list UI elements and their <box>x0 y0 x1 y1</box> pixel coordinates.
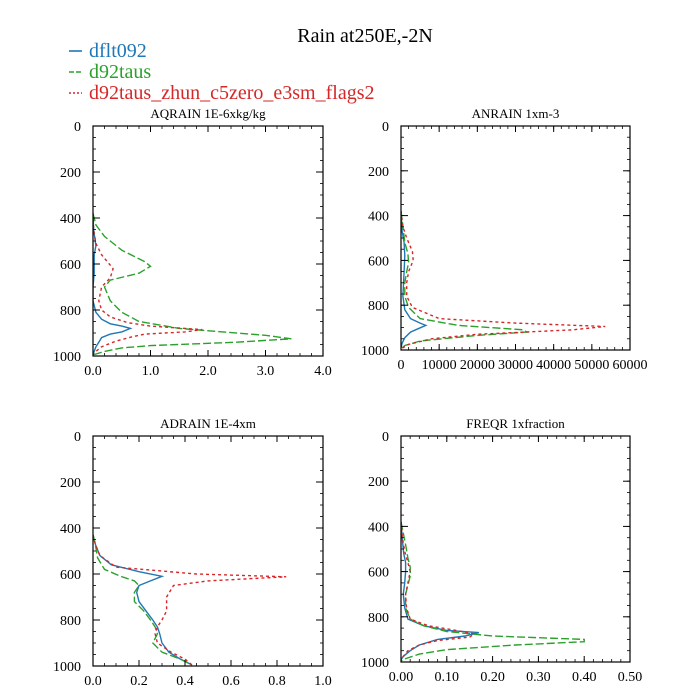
x-tick-label: 1.0 <box>142 364 160 379</box>
y-tick-label: 0 <box>382 430 389 445</box>
x-tick-label: 0.30 <box>526 670 551 685</box>
y-tick-label: 1000 <box>53 350 81 365</box>
y-tick-label: 400 <box>60 522 81 537</box>
y-tick-label: 200 <box>60 166 81 181</box>
legend-label-d92taus: d92taus <box>89 61 151 83</box>
x-tick-label: 0.20 <box>480 670 505 685</box>
legend-label-d92taus-zhun-c5zero-e3sm-flags2: d92taus_zhun_c5zero_e3sm_flags2 <box>89 82 374 104</box>
y-tick-label: 800 <box>60 304 81 319</box>
plot-frame <box>92 125 324 357</box>
y-tick-label: 600 <box>368 254 389 269</box>
y-tick-label: 200 <box>368 475 389 490</box>
y-tick-label: 0 <box>74 120 81 135</box>
x-tick-label: 60000 <box>613 358 648 373</box>
x-tick-label: 0.10 <box>435 670 460 685</box>
series-line-dflt092 <box>401 211 428 348</box>
panels: AQRAIN 1E-6xkg/kg 0.0 1.0 2.0 3.0 4.0 0 200 400 6… <box>53 106 648 689</box>
series-line-dflt092 <box>93 213 133 356</box>
figure-title: Rain at250E,-2N <box>297 25 433 47</box>
x-tick-label: 0.50 <box>618 670 643 685</box>
y-tick-label: 1000 <box>53 660 81 675</box>
y-tick-label: 800 <box>60 614 81 629</box>
x-tick-label: 3.0 <box>257 364 275 379</box>
y-tick-label: 600 <box>60 568 81 583</box>
legend: dflt092d92tausd92taus_zhun_c5zero_e3sm_f… <box>69 40 374 104</box>
series-line-dflt092 <box>93 534 193 666</box>
panel-title: FREQR 1xfraction <box>466 416 565 431</box>
series-line-d92taus <box>93 534 193 666</box>
series-line-d92taus-zhun-c5zero-e3sm-flags2 <box>93 534 287 666</box>
y-tick-label: 800 <box>368 611 389 626</box>
panel-title: ADRAIN 1E-4xm <box>160 416 256 431</box>
plot-frame <box>400 125 631 351</box>
legend-label-dflt092: dflt092 <box>89 40 147 62</box>
x-tick-label: 0.6 <box>222 674 240 689</box>
x-tick-label: 0 <box>398 358 405 373</box>
x-tick-label: 20000 <box>460 358 495 373</box>
series-line-d92taus <box>93 213 292 356</box>
x-tick-label: 0.4 <box>176 674 194 689</box>
series-line-d92taus-zhun-c5zero-e3sm-flags2 <box>93 213 203 356</box>
y-tick-label: 0 <box>74 430 81 445</box>
series-line-d92taus <box>401 521 585 662</box>
panel-anrain: ANRAIN 1xm-30 10000 20000 30000 40000 50000 60… <box>361 106 648 373</box>
y-tick-label: 0 <box>382 120 389 135</box>
panel-title: AQRAIN 1E-6xkg/kg <box>150 106 266 121</box>
x-tick-label: 2.0 <box>199 364 217 379</box>
x-tick-label: 0.40 <box>572 670 597 685</box>
y-tick-label: 1000 <box>361 344 389 359</box>
x-tick-label: 0.8 <box>268 674 286 689</box>
panel-aqrain: AQRAIN 1E-6xkg/kg 0.0 1.0 2.0 3.0 4.0 0 200 400 6… <box>53 106 332 379</box>
plot-frame <box>92 435 324 667</box>
series-line-dflt092 <box>401 521 480 661</box>
y-tick-label: 400 <box>368 520 389 535</box>
series-line-d92taus-zhun-c5zero-e3sm-flags2 <box>401 211 606 350</box>
x-tick-label: 4.0 <box>314 364 332 379</box>
series-line-d92taus <box>401 211 530 350</box>
y-tick-label: 1000 <box>361 656 389 671</box>
y-tick-label: 400 <box>368 210 389 225</box>
y-tick-label: 400 <box>60 212 81 227</box>
x-tick-label: 0.2 <box>130 674 148 689</box>
panel-title: ANRAIN 1xm-3 <box>472 106 560 121</box>
x-tick-label: 40000 <box>536 358 571 373</box>
series-line-d92taus-zhun-c5zero-e3sm-flags2 <box>401 521 477 662</box>
x-tick-label: 0.00 <box>389 670 414 685</box>
y-tick-label: 600 <box>368 566 389 581</box>
y-tick-label: 600 <box>60 258 81 273</box>
x-tick-label: 30000 <box>498 358 533 373</box>
x-tick-label: 10000 <box>422 358 457 373</box>
panel-freqr: FREQR 1xfraction 0.00 0.10 0.20 0.30 0.40 0.50… <box>361 416 642 685</box>
x-tick-label: 1.0 <box>314 674 332 689</box>
y-tick-label: 800 <box>368 299 389 314</box>
y-tick-label: 200 <box>60 476 81 491</box>
x-tick-label: 0.0 <box>84 674 102 689</box>
panel-adrain: ADRAIN 1E-4xm 0.0 0.2 0.4 0.6 0.8 1.0 0 200 400 60… <box>53 416 332 689</box>
y-tick-label: 200 <box>368 165 389 180</box>
x-tick-label: 50000 <box>574 358 609 373</box>
x-tick-label: 0.0 <box>84 364 102 379</box>
